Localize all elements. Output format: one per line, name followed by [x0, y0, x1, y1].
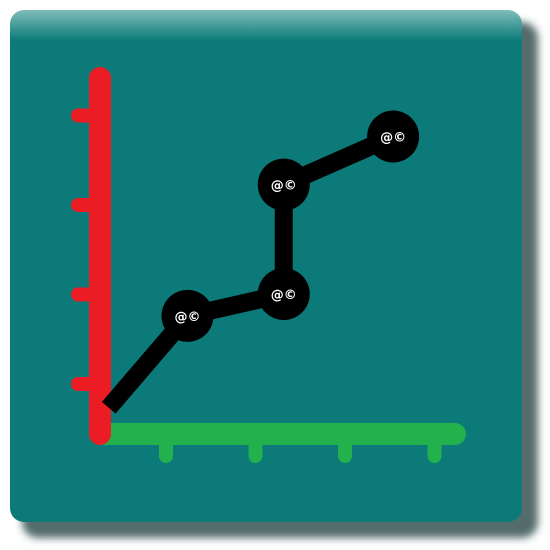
data-point-label: @© — [271, 179, 297, 194]
data-point — [367, 110, 420, 163]
icon-background — [10, 10, 522, 522]
data-point — [257, 158, 310, 211]
data-point-label: @© — [175, 310, 201, 325]
data-point — [161, 289, 214, 342]
data-point-label: @© — [380, 131, 406, 146]
data-point-label: @© — [271, 288, 297, 303]
chart: @© @© @© @© — [71, 67, 466, 463]
data-point — [257, 268, 310, 320]
